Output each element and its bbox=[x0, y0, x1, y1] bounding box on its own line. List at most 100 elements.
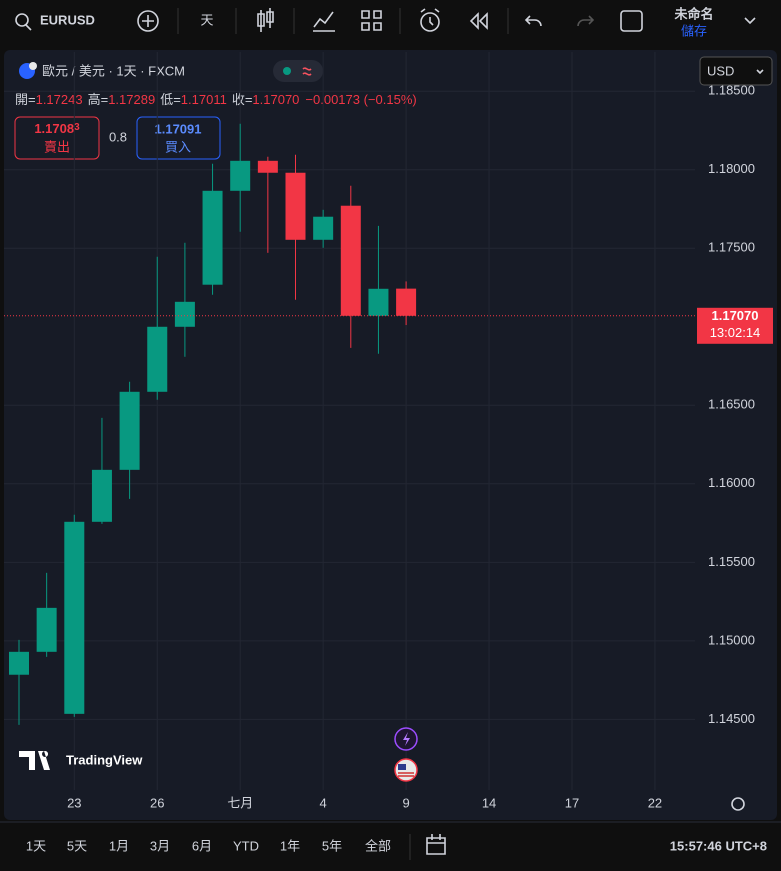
y-tick-label: 1.15000 bbox=[708, 632, 755, 647]
chart-panel bbox=[4, 50, 777, 820]
range-button[interactable]: 全部 bbox=[365, 838, 391, 853]
toolbar: EURUSD 天 未命名 儲存 bbox=[15, 6, 756, 38]
x-tick-label: 4 bbox=[320, 795, 327, 810]
economic-event-stripes bbox=[398, 772, 414, 777]
sell-price-main: 1.1708 bbox=[34, 121, 74, 136]
candle-body bbox=[313, 216, 334, 240]
candle-body bbox=[64, 521, 85, 714]
buy-label[interactable]: 買入 bbox=[165, 139, 191, 154]
range-button[interactable]: 5年 bbox=[322, 838, 342, 853]
low-value: 1.17011 bbox=[181, 92, 227, 107]
layout-name[interactable]: 未命名 bbox=[673, 6, 713, 21]
high-label: 高= bbox=[88, 92, 109, 107]
candle-body bbox=[285, 172, 306, 240]
add-symbol[interactable] bbox=[137, 10, 159, 32]
change: −0.00173 (−0.15%) bbox=[305, 92, 416, 107]
countdown: 13:02:14 bbox=[710, 325, 761, 340]
series-title: 歐元 / 美元 · 1天 · FXCM bbox=[42, 63, 185, 78]
chart-type[interactable] bbox=[257, 8, 274, 32]
economic-event-flag bbox=[398, 764, 406, 770]
currency-chevron bbox=[756, 69, 764, 75]
high-value: 1.17289 bbox=[108, 92, 155, 107]
candle-body bbox=[174, 301, 195, 327]
range-button[interactable]: 3月 bbox=[150, 838, 170, 853]
currency-select[interactable] bbox=[699, 56, 773, 86]
symbol[interactable]: EURUSD bbox=[40, 12, 95, 27]
y-tick-label: 1.14500 bbox=[708, 711, 755, 726]
candle-body bbox=[9, 651, 29, 675]
y-tick-label: 1.15500 bbox=[708, 554, 755, 569]
watermark-text: TradingView bbox=[66, 752, 143, 767]
range-bar: 15:57:46 UTC+8 1天 5天 1月 3月 6月 YTD 1年 5年 全部 bbox=[26, 834, 767, 860]
range-button[interactable]: 1年 bbox=[280, 838, 300, 853]
undo[interactable] bbox=[524, 15, 542, 27]
market-open-dot bbox=[283, 67, 291, 75]
watermark: TradingView bbox=[19, 751, 143, 770]
save-status[interactable]: 儲存 bbox=[681, 23, 707, 38]
date-range[interactable] bbox=[426, 834, 446, 855]
market-delay bbox=[302, 67, 312, 76]
add-symbol-plus bbox=[142, 15, 154, 27]
candle-body bbox=[368, 288, 389, 316]
spread: 0.8 bbox=[109, 129, 127, 144]
event-icon-bolt bbox=[403, 732, 410, 746]
low-label: 低= bbox=[160, 92, 181, 107]
search-icon[interactable] bbox=[15, 13, 29, 27]
header: 歐元 / 美元 · 1天 · FXCM USD 開=1.17243 高=1.172… bbox=[14, 56, 773, 160]
range-button[interactable]: YTD bbox=[233, 838, 259, 853]
candle-body bbox=[147, 326, 168, 392]
sell-button[interactable] bbox=[14, 116, 100, 160]
search-icon-handle bbox=[25, 24, 32, 31]
candle-body bbox=[396, 288, 417, 316]
replay[interactable] bbox=[469, 12, 488, 30]
open-label: 開= bbox=[15, 92, 36, 107]
range-button[interactable]: 1天 bbox=[26, 838, 46, 853]
candle-body bbox=[230, 160, 251, 191]
y-tick-label: 1.18000 bbox=[708, 161, 755, 176]
layouts[interactable] bbox=[361, 10, 382, 31]
redo[interactable] bbox=[577, 15, 595, 27]
alert-detail bbox=[420, 8, 440, 26]
currency[interactable]: USD bbox=[707, 63, 734, 78]
x-tick-label: 26 bbox=[150, 795, 164, 810]
x-tick-label: 22 bbox=[648, 795, 662, 810]
y-tick-label: 1.18500 bbox=[708, 83, 755, 98]
alert[interactable] bbox=[420, 12, 440, 32]
candle-body bbox=[257, 160, 278, 173]
candle-body bbox=[340, 205, 361, 316]
range-button[interactable]: 1月 bbox=[109, 838, 129, 853]
buy-price[interactable]: 1.17091 bbox=[155, 121, 202, 136]
y-tick-label: 1.17500 bbox=[708, 240, 755, 255]
fullscreen[interactable] bbox=[620, 10, 643, 32]
y-tick-label: 1.16500 bbox=[708, 397, 755, 412]
candle-body bbox=[91, 469, 112, 522]
clock: 15:57:46 UTC+8 bbox=[670, 838, 767, 853]
x-tick-label: 14 bbox=[482, 795, 496, 810]
layout-menu[interactable] bbox=[744, 17, 756, 25]
indicators[interactable] bbox=[313, 11, 335, 32]
ohlc-legend: 開=1.17243 高=1.17289 低=1.17011 收=1.17070 −0.0… bbox=[15, 92, 417, 107]
sell-price[interactable]: 1.17083 bbox=[34, 121, 80, 136]
y-tick-label: 1.16000 bbox=[708, 475, 755, 490]
settings[interactable] bbox=[731, 797, 745, 811]
x-tick-label: 23 bbox=[67, 795, 81, 810]
range-button[interactable]: 6月 bbox=[192, 838, 212, 853]
sell-label[interactable]: 賣出 bbox=[44, 139, 70, 154]
close-value: 1.17070 bbox=[252, 92, 299, 107]
candle-body bbox=[36, 607, 57, 652]
price-label: 1.17070 bbox=[712, 308, 759, 323]
market-status[interactable] bbox=[273, 60, 323, 82]
symbol-logo-flag bbox=[29, 62, 37, 70]
open-value: 1.17243 bbox=[36, 92, 83, 107]
price-label-box bbox=[697, 307, 773, 344]
interval[interactable]: 天 bbox=[200, 12, 213, 27]
close-label: 收= bbox=[232, 92, 253, 107]
plot: 1.14500 1.15000 1.15500 1.16000 1.16500 1.175… bbox=[4, 52, 773, 810]
candle-body bbox=[119, 391, 140, 470]
watermark-logo bbox=[19, 751, 50, 770]
x-tick-label: 17 bbox=[565, 795, 579, 810]
range-button[interactable]: 5天 bbox=[67, 838, 87, 853]
buy-button[interactable] bbox=[136, 116, 221, 160]
